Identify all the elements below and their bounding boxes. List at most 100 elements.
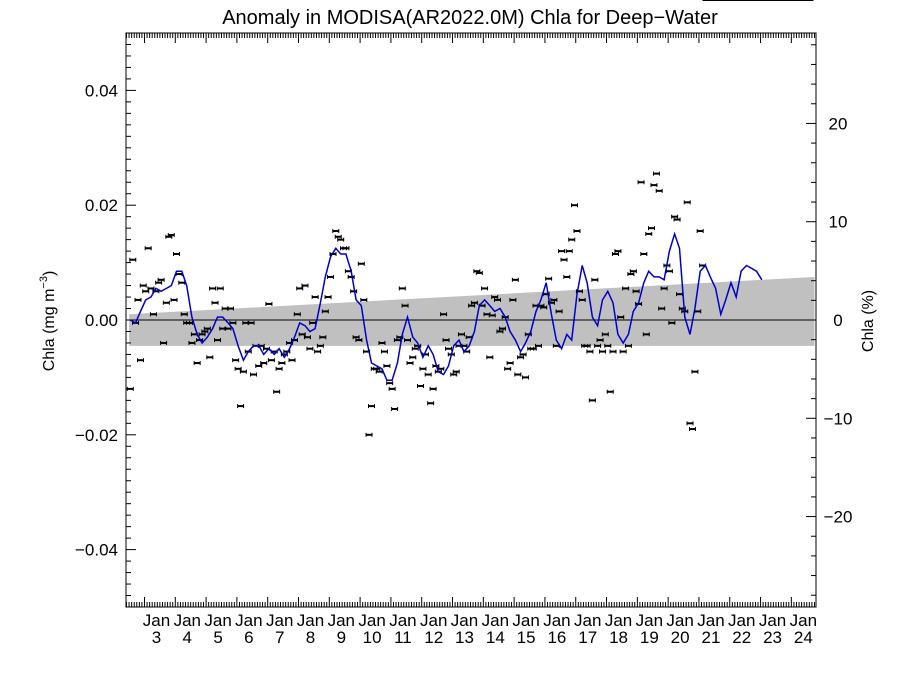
monthly-anomaly-point <box>468 303 476 308</box>
x-tick-label-year: 24 <box>794 628 813 647</box>
axes-layer: Jan3Jan4Jan5Jan6Jan7Jan8Jan9Jan10Jan11Ja… <box>75 32 853 647</box>
monthly-anomaly-point <box>445 346 453 351</box>
monthly-anomaly-point <box>560 257 568 262</box>
y2-tick-label: 0 <box>833 311 842 330</box>
monthly-anomaly-point <box>303 335 311 340</box>
x-tick-label-month: Jan <box>174 611 201 630</box>
x-tick-label-year: 14 <box>486 628 505 647</box>
monthly-anomaly-point <box>488 313 496 318</box>
x-tick-label-year: 9 <box>337 628 346 647</box>
monthly-anomaly-point <box>173 251 181 256</box>
monthly-anomaly-point <box>509 297 517 302</box>
monthly-anomaly-point <box>178 280 186 285</box>
monthly-anomaly-point <box>378 340 386 345</box>
monthly-anomaly-point <box>175 272 183 277</box>
monthly-anomaly-point <box>558 249 566 254</box>
monthly-anomaly-point <box>470 300 478 305</box>
monthly-anomaly-point <box>660 286 668 291</box>
monthly-anomaly-point <box>486 355 494 360</box>
monthly-anomaly-point <box>614 249 622 254</box>
monthly-anomaly-point <box>688 427 696 432</box>
x-tick-label-month: Jan <box>297 611 324 630</box>
x-tick-label-month: Jan <box>728 611 755 630</box>
x-tick-label-year: 4 <box>183 628 192 647</box>
monthly-anomaly-point <box>658 306 666 311</box>
monthly-anomaly-point <box>213 338 221 343</box>
monthly-anomaly-point <box>452 369 460 374</box>
monthly-anomaly-point <box>311 295 319 300</box>
monthly-anomaly-point <box>250 372 258 377</box>
confidence-band <box>129 276 815 346</box>
monthly-anomaly-point <box>216 286 224 291</box>
monthly-anomaly-point <box>209 286 217 291</box>
monthly-anomaly-point <box>185 320 193 325</box>
monthly-anomaly-point <box>352 335 360 340</box>
monthly-anomaly-point <box>406 361 414 366</box>
x-tick-label-year: 10 <box>363 628 382 647</box>
monthly-anomaly-point <box>588 398 596 403</box>
x-tick-label-month: Jan <box>666 611 693 630</box>
x-tick-label-year: 17 <box>578 628 597 647</box>
monthly-anomaly-point <box>514 372 522 377</box>
monthly-anomaly-point <box>324 295 332 300</box>
monthly-anomaly-point <box>498 326 506 331</box>
monthly-anomaly-point <box>416 384 424 389</box>
monthly-anomaly-point <box>642 332 650 337</box>
y2-tick-label: −20 <box>824 508 853 527</box>
monthly-anomaly-point <box>162 300 170 305</box>
monthly-anomaly-point <box>293 312 301 317</box>
monthly-anomaly-point <box>624 343 632 348</box>
monthly-anomaly-point <box>648 226 656 231</box>
monthly-anomaly-point <box>337 237 345 242</box>
x-tick-label-year: 8 <box>306 628 315 647</box>
x-tick-label-month: Jan <box>759 611 786 630</box>
monthly-anomaly-point <box>206 355 214 360</box>
monthly-anomaly-point <box>368 404 376 409</box>
x-tick-label-month: Jan <box>235 611 262 630</box>
monthly-anomaly-point <box>314 349 322 354</box>
x-tick-label-year: 18 <box>609 628 628 647</box>
monthly-anomaly-point <box>609 349 617 354</box>
monthly-anomaly-point <box>321 309 329 314</box>
monthly-anomaly-point <box>306 346 314 351</box>
monthly-anomaly-point <box>457 332 465 337</box>
y-tick-label: 0.00 <box>85 311 118 330</box>
monthly-anomaly-point <box>265 301 273 306</box>
monthly-anomaly-point <box>627 272 635 277</box>
monthly-anomaly-point <box>450 372 458 377</box>
smoothed-anomaly-line <box>129 231 763 382</box>
x-tick-label-month: Jan <box>697 611 724 630</box>
monthly-anomaly-point <box>142 289 150 294</box>
monthly-anomaly-point <box>668 320 676 325</box>
monthly-anomaly-point <box>583 343 591 348</box>
monthly-anomaly-point <box>568 237 576 242</box>
monthly-anomaly-point <box>180 312 188 317</box>
x-tick-label-month: Jan <box>266 611 293 630</box>
monthly-anomaly-point <box>414 343 422 348</box>
x-tick-label-month: Jan <box>543 611 570 630</box>
monthly-anomaly-point <box>404 338 412 343</box>
monthly-anomaly-point <box>696 229 704 234</box>
monthly-anomaly-point <box>522 375 530 380</box>
monthly-anomaly-point <box>226 306 234 311</box>
monthly-anomaly-point <box>493 297 501 302</box>
monthly-anomaly-point <box>239 369 247 374</box>
monthly-points-layer <box>126 0 814 437</box>
x-tick-label-month: Jan <box>451 611 478 630</box>
monthly-anomaly-point <box>334 234 342 239</box>
monthly-anomaly-point <box>519 352 527 357</box>
monthly-anomaly-point <box>167 233 175 238</box>
monthly-anomaly-point <box>134 297 142 302</box>
monthly-anomaly-point <box>198 332 206 337</box>
monthly-anomaly-point <box>355 338 363 343</box>
monthly-anomaly-point <box>517 355 525 360</box>
monthly-anomaly-point <box>665 269 673 274</box>
monthly-anomaly-point <box>188 340 196 345</box>
monthly-anomaly-point <box>419 366 427 371</box>
monthly-anomaly-point <box>534 343 542 348</box>
monthly-anomaly-point <box>316 343 324 348</box>
monthly-anomaly-point <box>298 332 306 337</box>
x-tick-label-month: Jan <box>605 611 632 630</box>
monthly-anomaly-point <box>332 229 340 234</box>
monthly-anomaly-point <box>604 343 612 348</box>
